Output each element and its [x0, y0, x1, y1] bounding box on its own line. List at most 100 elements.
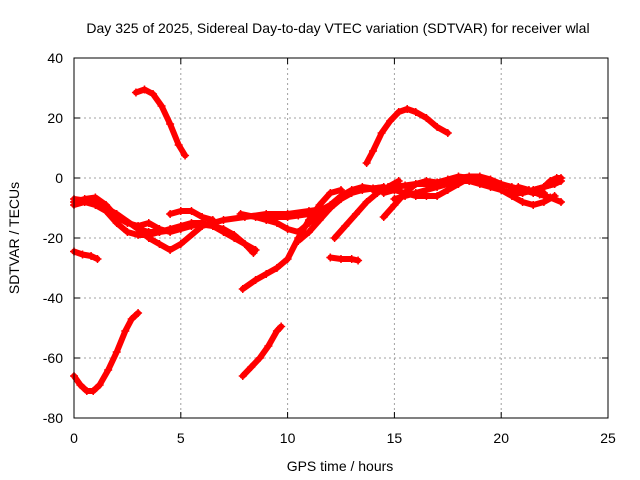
data-point: [486, 183, 495, 191]
data-point: [433, 192, 442, 200]
data-point: [255, 354, 264, 362]
y-tick-label: 40: [47, 50, 63, 66]
y-tick-label: -40: [43, 290, 63, 306]
markers-arc-9: [238, 322, 286, 380]
data-point: [557, 198, 566, 206]
markers-arc-10: [238, 186, 345, 293]
data-point: [236, 210, 245, 218]
data-point: [539, 198, 548, 206]
data-point: [529, 201, 538, 209]
y-tick-label: -60: [43, 350, 63, 366]
data-point: [144, 219, 153, 227]
data-point: [304, 219, 313, 227]
data-point: [95, 381, 104, 389]
y-tick-label: 20: [47, 110, 63, 126]
data-point: [264, 342, 273, 350]
data-point: [433, 183, 442, 191]
markers-arc-16: [362, 105, 452, 167]
data-point: [93, 255, 102, 263]
data-point: [351, 210, 360, 218]
data-point: [283, 225, 292, 233]
data-point: [465, 177, 474, 185]
data-point: [330, 234, 339, 242]
data-point: [140, 85, 149, 94]
data-point: [121, 327, 130, 335]
x-tick-label: 10: [280, 430, 296, 446]
data-point: [433, 123, 442, 131]
y-tick-label: -20: [43, 230, 63, 246]
markers-arc-3: [131, 85, 190, 160]
x-tick-label: 20: [493, 430, 509, 446]
data-point: [539, 183, 548, 191]
y-tick-label: -80: [43, 410, 63, 426]
x-tick-label: 25: [600, 430, 616, 446]
data-point: [104, 366, 113, 374]
series-arc-5: [71, 199, 259, 253]
data-point: [401, 192, 410, 200]
data-point: [134, 309, 143, 317]
data-point: [401, 181, 410, 190]
data-point: [507, 187, 516, 196]
data-point: [251, 276, 260, 284]
data-point: [238, 372, 247, 380]
data-point: [89, 387, 98, 395]
data-point: [326, 189, 335, 197]
data-point: [272, 327, 281, 335]
data-point: [157, 102, 166, 110]
data-point: [390, 186, 399, 194]
data-point: [176, 222, 185, 230]
data-point: [347, 189, 356, 197]
data-point: [546, 193, 555, 202]
data-point: [112, 348, 121, 356]
data-point: [87, 252, 96, 260]
data-point: [198, 213, 207, 221]
data-point: [155, 228, 164, 236]
series-group: [70, 85, 566, 395]
data-point: [518, 198, 527, 206]
data-point: [341, 222, 350, 230]
data-point: [524, 186, 533, 194]
data-point: [347, 255, 356, 263]
data-point: [76, 381, 85, 389]
series-arc-9: [239, 323, 285, 379]
data-point: [394, 108, 403, 116]
data-point: [294, 228, 303, 236]
data-point: [454, 177, 463, 185]
data-point: [283, 213, 292, 221]
data-point: [134, 225, 143, 233]
data-point: [326, 253, 335, 262]
data-point: [422, 177, 431, 185]
data-point: [262, 270, 271, 278]
x-tick-label: 15: [387, 430, 403, 446]
data-point: [294, 237, 303, 245]
series-arc-2: [71, 248, 101, 262]
data-point: [326, 204, 335, 212]
data-point: [422, 114, 431, 122]
data-point: [174, 141, 183, 149]
data-point: [304, 228, 313, 236]
data-point: [403, 105, 412, 113]
data-point: [386, 117, 395, 125]
markers-arc-22: [514, 183, 566, 206]
series-arc-10: [239, 187, 344, 292]
data-point: [337, 255, 345, 263]
x-tick-label: 0: [70, 430, 78, 446]
data-point: [411, 189, 420, 197]
data-point: [149, 90, 158, 98]
markers-arc-8: [166, 207, 217, 224]
markers-arc-14: [326, 253, 363, 265]
data-point: [475, 180, 484, 188]
data-point: [131, 88, 140, 97]
data-point: [390, 195, 399, 203]
data-point: [144, 228, 153, 236]
data-point: [369, 186, 378, 194]
data-point: [251, 213, 260, 221]
data-point: [362, 159, 371, 167]
markers-arc-1: [70, 309, 143, 395]
data-point: [249, 249, 258, 257]
ticks: 0 5 10 15 20 25 -80 -60 -40 -20 0 20 40: [43, 50, 616, 446]
data-point: [127, 315, 136, 323]
data-point: [181, 151, 190, 160]
data-point: [337, 195, 345, 203]
